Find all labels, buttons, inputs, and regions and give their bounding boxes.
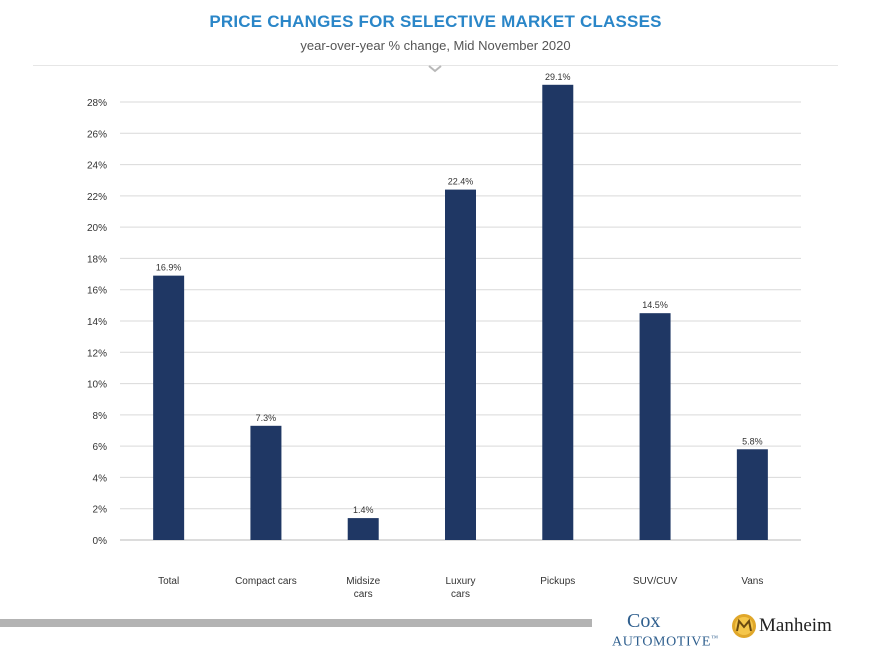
bar xyxy=(736,449,768,540)
x-tick-label: Pickups xyxy=(540,576,575,587)
x-tick-label-line: cars xyxy=(451,589,470,600)
y-tick-label: 0% xyxy=(93,536,108,547)
y-tick-label: 28% xyxy=(87,98,107,109)
data-label: 22.4% xyxy=(448,177,474,187)
y-tick-label: 2% xyxy=(93,505,108,516)
bar xyxy=(639,313,671,540)
manheim-logo-word: Manheim xyxy=(759,615,832,636)
y-tick-label: 20% xyxy=(87,223,107,234)
x-tick-label: Total xyxy=(158,576,179,587)
chart-subtitle: year-over-year % change, Mid November 20… xyxy=(300,38,571,53)
y-tick-label: 14% xyxy=(87,317,107,328)
bar xyxy=(347,518,379,540)
bar xyxy=(250,425,282,540)
data-label: 5.8% xyxy=(742,436,763,446)
cox-automotive-logo: Cox AUTOMOTIVE™ xyxy=(612,610,722,650)
bar xyxy=(153,275,185,540)
chart-title: PRICE CHANGES FOR SELECTIVE MARKET CLASS… xyxy=(209,12,662,31)
data-label: 14.5% xyxy=(642,300,668,310)
y-tick-label: 8% xyxy=(93,411,108,422)
bar xyxy=(445,189,476,540)
x-tick-label-line: Midsize xyxy=(346,576,380,587)
data-label: 29.1% xyxy=(545,72,571,82)
x-tick-label: Luxury cars xyxy=(445,576,475,600)
y-tick-label: 12% xyxy=(87,348,107,359)
data-label: 1.4% xyxy=(353,505,374,515)
x-tick-label-line: cars xyxy=(354,589,373,600)
y-tick-label: 18% xyxy=(87,254,107,265)
y-tick-label: 22% xyxy=(87,192,107,203)
x-tick-label-line: Pickups xyxy=(540,576,575,587)
footer-bar xyxy=(0,619,592,627)
bar xyxy=(542,84,574,541)
y-tick-label: 6% xyxy=(93,442,108,453)
x-tick-label: SUV/CUV xyxy=(633,576,678,587)
x-tick-label-line: SUV/CUV xyxy=(633,576,678,587)
x-tick-label-line: Vans xyxy=(741,576,763,587)
y-tick-label: 24% xyxy=(87,161,107,172)
y-tick-label: 4% xyxy=(93,473,108,484)
cox-logo-subword: AUTOMOTIVE™ xyxy=(612,634,719,650)
x-tick-label: Compact cars xyxy=(235,576,297,587)
x-tick-label-line: Total xyxy=(158,576,179,587)
x-tick-label-line: Luxury xyxy=(445,576,475,587)
data-label: 7.3% xyxy=(256,413,277,423)
manheim-logo: Manheim xyxy=(731,612,841,642)
x-tick-label: Midsize cars xyxy=(346,576,380,600)
bar-chart: 0% 2% 4% 6% 8% 10% 12% 14% 16% 18% 20% 22% 24% 26% 28%… xyxy=(87,72,801,600)
x-tick-label: Vans xyxy=(741,576,763,587)
chevron-down-icon xyxy=(428,65,442,73)
y-tick-label: 10% xyxy=(87,380,107,391)
manheim-emblem-icon xyxy=(732,614,756,638)
cox-logo-word: Cox xyxy=(627,610,661,632)
x-tick-label-line: Compact cars xyxy=(235,576,297,587)
data-label: 16.9% xyxy=(156,263,182,273)
y-tick-label: 26% xyxy=(87,129,107,140)
header-divider xyxy=(33,65,838,66)
y-tick-label: 16% xyxy=(87,286,107,297)
